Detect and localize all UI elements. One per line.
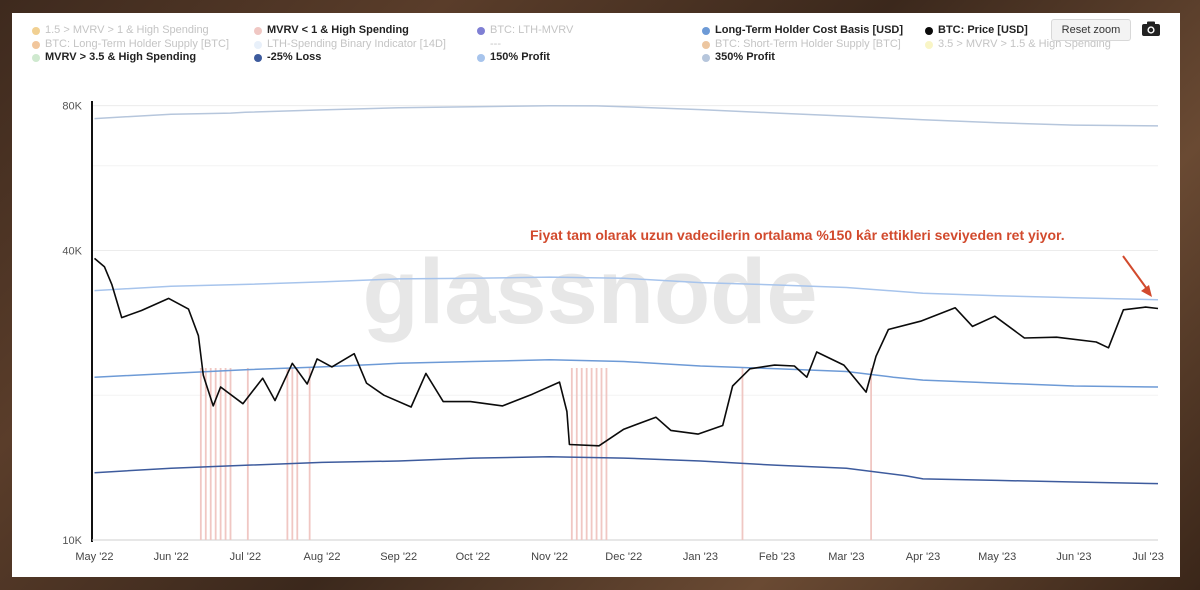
legend-dot-icon: [32, 26, 40, 35]
legend-item[interactable]: MVRV > 3.5 & High Spending: [32, 51, 196, 64]
legend-label: 3.5 > MVRV > 1.5 & High Spending: [938, 38, 1111, 50]
y-tick-label: 80K: [62, 101, 82, 113]
legend-label: 1.5 > MVRV > 1 & High Spending: [45, 24, 209, 36]
series-line-350-profit: [94, 104, 1159, 127]
spending-bar: [199, 368, 202, 540]
spending-bar: [595, 368, 598, 540]
legend-item[interactable]: MVRV < 1 & High Spending: [254, 24, 409, 37]
spending-bar: [204, 368, 207, 540]
spending-bar: [286, 368, 289, 540]
series-line-150-profit: [94, 276, 1159, 301]
x-tick-label: Feb '23: [759, 551, 795, 563]
spending-bar: [214, 368, 217, 540]
annotation-arrowhead: [1141, 285, 1152, 297]
legend-item[interactable]: -25% Loss: [254, 51, 321, 64]
legend-label: 350% Profit: [715, 51, 775, 63]
legend-label: -25% Loss: [267, 51, 322, 63]
spending-bar: [741, 368, 744, 540]
legend-item[interactable]: 1.5 > MVRV > 1 & High Spending: [32, 24, 209, 37]
x-tick-label: Dec '22: [605, 551, 642, 563]
x-tick-label: Jul '22: [230, 551, 261, 563]
spending-bar: [570, 368, 573, 540]
legend-dot-icon: [32, 53, 40, 62]
x-tick-label: Nov '22: [531, 551, 568, 563]
spending-bar: [229, 368, 232, 540]
series-line-long-term-holder-cost-basis-usd: [94, 359, 1159, 388]
spending-bar: [246, 368, 249, 540]
x-tick-label: May '23: [978, 551, 1016, 563]
chart-frame: glassnode 80K 40K 10K May '22 Jun '22 Jul '22…: [12, 13, 1180, 577]
legend-dot-icon: [254, 53, 262, 62]
legend-item[interactable]: 150% Profit: [477, 51, 550, 64]
legend-item[interactable]: 350% Profit: [702, 51, 775, 64]
legend-dot-icon: [477, 53, 485, 62]
spending-bar: [605, 368, 608, 540]
spending-bar: [209, 368, 212, 540]
chart-legend: 1.5 > MVRV > 1 & High Spending MVRV < 1 &…: [12, 13, 1180, 73]
x-tick-label: Jul '23: [1132, 551, 1163, 563]
spending-bar: [224, 368, 227, 540]
legend-dot-icon: [477, 26, 485, 35]
x-tick-label: Mar '23: [828, 551, 864, 563]
x-tick-label: Aug '22: [304, 551, 341, 563]
camera-icon[interactable]: [1140, 19, 1162, 39]
x-tick-label: Sep '22: [380, 551, 417, 563]
legend-item[interactable]: Long-Term Holder Cost Basis [USD]: [702, 24, 903, 37]
spending-bar: [590, 368, 593, 540]
legend-item[interactable]: ---: [477, 38, 501, 51]
series-line-btc-price-usd: [93, 257, 1159, 447]
x-tick-label: Jun '22: [154, 551, 189, 563]
legend-dot-icon: [254, 40, 262, 49]
legend-dot-icon: [254, 26, 262, 35]
spending-bar: [580, 368, 583, 540]
spending-bar: [308, 368, 311, 540]
legend-dot-icon: [702, 26, 710, 35]
legend-label: BTC: Long-Term Holder Supply [BTC]: [45, 38, 230, 50]
legend-label: 150% Profit: [490, 51, 550, 63]
legend-dot-icon: [925, 40, 933, 49]
legend-dot-icon: [702, 40, 710, 49]
legend-label: ---: [490, 38, 501, 50]
y-tick-label: 40K: [62, 245, 82, 257]
legend-label: BTC: Price [USD]: [938, 24, 1028, 36]
chart-plot[interactable]: glassnode 80K 40K 10K May '22 Jun '22 Jul '22…: [12, 13, 1180, 577]
legend-label: MVRV < 1 & High Spending: [267, 24, 409, 36]
legend-label: BTC: LTH-MVRV: [490, 24, 574, 36]
spending-bar: [296, 368, 299, 540]
legend-dot-icon: [925, 26, 933, 35]
x-tick-label: Jun '23: [1056, 551, 1091, 563]
legend-label: BTC: Short-Term Holder Supply [BTC]: [715, 38, 901, 50]
spending-bar: [585, 368, 588, 540]
spending-bar: [291, 368, 294, 540]
legend-label: LTH-Spending Binary Indicator [14D]: [267, 38, 446, 50]
x-tick-label: May '22: [75, 551, 113, 563]
x-tick-label: Jan '23: [683, 551, 718, 563]
legend-item[interactable]: BTC: Long-Term Holder Supply [BTC]: [32, 38, 229, 51]
legend-item[interactable]: LTH-Spending Binary Indicator [14D]: [254, 38, 446, 51]
annotation-arrow: [1122, 255, 1148, 290]
spending-bar: [575, 368, 578, 540]
reset-zoom-button[interactable]: Reset zoom: [1051, 19, 1131, 41]
legend-dot-icon: [702, 53, 710, 62]
x-tick-label: Oct '22: [456, 551, 491, 563]
y-tick-label: 10K: [62, 535, 82, 547]
series-line-25-loss: [94, 455, 1159, 485]
legend-label: MVRV > 3.5 & High Spending: [45, 51, 197, 63]
watermark: glassnode: [362, 241, 817, 343]
spending-bar: [219, 368, 222, 540]
legend-label: Long-Term Holder Cost Basis [USD]: [715, 24, 904, 36]
legend-item[interactable]: BTC: LTH-MVRV: [477, 24, 573, 37]
legend-item[interactable]: BTC: Price [USD]: [925, 24, 1028, 37]
legend-item[interactable]: BTC: Short-Term Holder Supply [BTC]: [702, 38, 901, 51]
x-tick-label: Apr '23: [906, 551, 941, 563]
legend-dot-icon: [32, 40, 40, 49]
legend-item[interactable]: 3.5 > MVRV > 1.5 & High Spending: [925, 38, 1111, 51]
spending-bar: [600, 368, 603, 540]
spending-bar: [870, 368, 872, 540]
chart-annotation: Fiyat tam olarak uzun vadecilerin ortala…: [530, 227, 1065, 243]
